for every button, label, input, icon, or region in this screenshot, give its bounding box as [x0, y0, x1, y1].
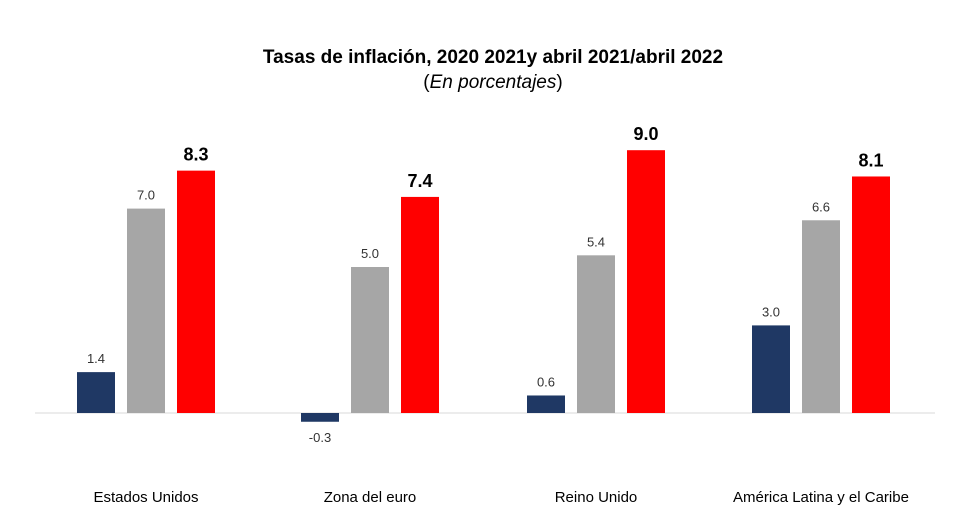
bar — [351, 267, 389, 413]
bar — [127, 208, 165, 413]
bar — [301, 413, 339, 422]
subtitle-close-paren: ) — [556, 72, 562, 93]
data-label: 8.1 — [858, 150, 883, 170]
labels-layer: Estados Unidos 1.4 7.0 8.3 Zona del euro -0.3… — [87, 124, 909, 506]
data-label: -0.3 — [309, 430, 331, 445]
category-label: Reino Unido — [555, 489, 638, 506]
data-label: 9.0 — [633, 124, 658, 144]
bar — [527, 395, 565, 413]
bar — [401, 196, 439, 413]
bar — [577, 255, 615, 413]
chart-title: Tasas de inflación, 2020 2021y abril 202… — [263, 47, 723, 68]
data-label: 7.4 — [407, 171, 432, 191]
chart-subtitle: (En porcentajes) — [423, 72, 562, 93]
data-label: 8.3 — [183, 145, 208, 165]
data-label: 5.0 — [361, 246, 379, 261]
bars-layer — [77, 150, 890, 422]
bar — [77, 372, 115, 413]
category-label: América Latina y el Caribe — [733, 489, 909, 506]
data-label: 1.4 — [87, 351, 105, 366]
bar — [177, 170, 215, 413]
data-label: 7.0 — [137, 188, 155, 203]
data-label: 6.6 — [812, 199, 830, 214]
data-label: 0.6 — [537, 374, 555, 389]
category-label: Zona del euro — [324, 489, 417, 506]
bar — [752, 325, 790, 413]
bar — [627, 150, 665, 413]
category-label: Estados Unidos — [93, 489, 198, 506]
data-label: 5.4 — [587, 234, 605, 249]
subtitle-open-paren: ( — [423, 72, 430, 93]
bar — [852, 176, 890, 413]
data-label: 3.0 — [762, 304, 780, 319]
bar — [802, 220, 840, 413]
subtitle-text: En porcentajes — [430, 72, 557, 93]
